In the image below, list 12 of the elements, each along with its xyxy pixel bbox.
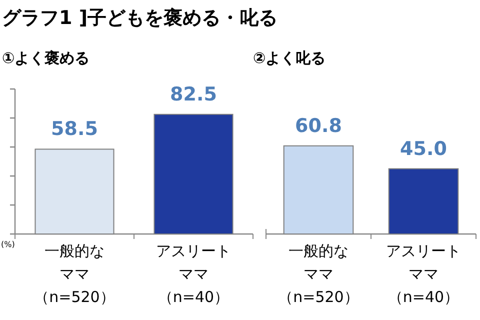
chart-title: グラフ1 ]子どもを褒める・叱る [2,7,278,29]
y-axis-title: (%) [1,240,15,249]
x-tick-label: アスリートママ（n=40） [156,242,231,306]
x-tick-label: 一般的なママ（n=520） [278,242,359,306]
data-label: 45.0 [400,138,447,160]
chart-subtitle: ①よく褒める [2,49,90,67]
data-label: 60.8 [295,114,342,137]
data-label: 58.5 [51,118,98,140]
x-tick-label: アスリートママ（n=40） [386,242,461,306]
chart-subtitle: ②よく叱る [253,49,326,67]
x-tick-label: 一般的なママ（n=520） [34,242,115,306]
data-label: 82.5 [170,83,217,106]
